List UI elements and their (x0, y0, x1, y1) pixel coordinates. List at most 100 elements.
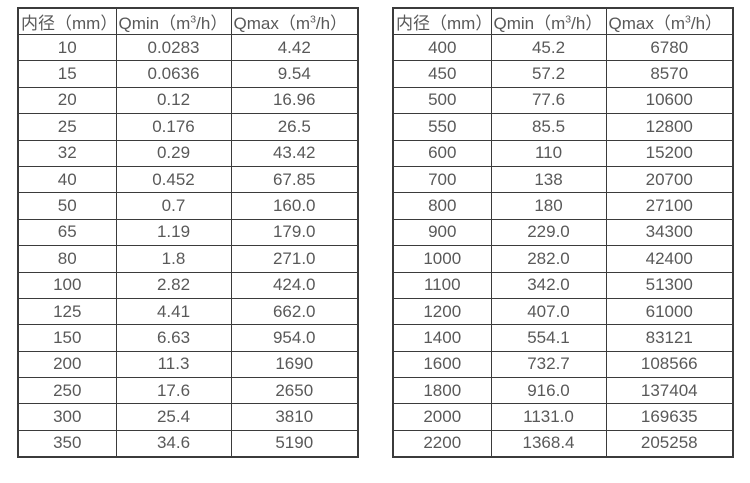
table-row: 32 0.29 43.42 (17, 139, 359, 167)
table-cell: 1400 (392, 324, 492, 352)
table-cell: 5190 (230, 429, 359, 458)
table-cell: 2.82 (115, 271, 232, 299)
table-cell: 271.0 (230, 245, 359, 273)
header-superscript: 3 (310, 13, 316, 26)
table-row: 1000 282.0 42400 (392, 245, 734, 273)
table-cell: 2650 (230, 377, 359, 405)
table-cell: 180 (490, 192, 607, 220)
table-row: 300 25.4 3810 (17, 403, 359, 431)
table-cell: 83121 (605, 324, 734, 352)
table-cell: 34300 (605, 218, 734, 247)
table-cell: 20700 (605, 165, 734, 194)
table-cell: 550 (392, 113, 492, 141)
table-cell: 34.6 (115, 429, 232, 458)
table-cell: 85.5 (490, 113, 607, 141)
table-cell: 1100 (392, 271, 492, 299)
header-cell-qmax: Qmax（m3/h） (230, 7, 359, 35)
table-cell: 700 (392, 165, 492, 194)
table-cell: 45.2 (490, 33, 607, 62)
header-superscript: 3 (190, 13, 197, 26)
header-cell-diameter: 内径（mm） (392, 7, 492, 35)
table-cell: 0.0283 (115, 33, 232, 62)
header-cell-qmin: Qmin（m3/h） (115, 7, 232, 35)
table-cell: 25 (17, 113, 117, 141)
table-cell: 138 (490, 165, 607, 194)
table-row: 100 2.82 424.0 (17, 271, 359, 299)
table-cell: 12800 (605, 113, 734, 141)
header-row: 内径（mm） Qmin（m3/h） Qmax（m3/h） (392, 7, 734, 35)
table-row: 700 138 20700 (392, 165, 734, 194)
table-row: 65 1.19 179.0 (17, 218, 359, 247)
header-cell-qmin: Qmin（m3/h） (490, 7, 607, 35)
table-row: 1400 554.1 83121 (392, 324, 734, 352)
table-cell: 6.63 (115, 324, 232, 352)
table-row: 80 1.8 271.0 (17, 245, 359, 273)
table-cell: 6780 (605, 33, 734, 62)
header-superscript: 3 (565, 13, 572, 26)
table-row: 550 85.5 12800 (392, 113, 734, 141)
table-cell: 1690 (230, 350, 359, 379)
table-cell: 1800 (392, 377, 492, 405)
table-cell: 554.1 (490, 324, 607, 352)
table-cell: 3810 (230, 403, 359, 431)
table-row: 1100 342.0 51300 (392, 271, 734, 299)
table-cell: 300 (17, 403, 117, 431)
table-cell: 25.4 (115, 403, 232, 431)
table-cell: 0.12 (115, 86, 232, 115)
table-cell: 4.42 (230, 33, 359, 62)
header-superscript: 3 (685, 13, 691, 26)
table-row: 900 229.0 34300 (392, 218, 734, 247)
table-cell: 17.6 (115, 377, 232, 405)
table-cell: 50 (17, 192, 117, 220)
table-body-large-diameters: 400 45.2 6780 450 57.2 8570 500 77.6 10600 550 85.… (392, 33, 734, 458)
table-cell: 0.7 (115, 192, 232, 220)
table-cell: 0.452 (115, 165, 232, 194)
table-cell: 732.7 (490, 350, 607, 379)
flow-table-large-diameters: 内径（mm） Qmin（m3/h） Qmax（m3/h） 400 45.2 6780… (392, 7, 734, 458)
table-row: 150 6.63 954.0 (17, 324, 359, 352)
table-row: 20 0.12 16.96 (17, 86, 359, 115)
table-cell: 1200 (392, 297, 492, 326)
table-cell: 42400 (605, 245, 734, 273)
table-row: 1200 407.0 61000 (392, 297, 734, 326)
header-label: 内径（mm） (21, 14, 116, 33)
table-row: 1800 916.0 137404 (392, 377, 734, 405)
table-row: 400 45.2 6780 (392, 33, 734, 62)
header-label: Qmax（m (608, 14, 686, 33)
flow-rate-spec-tables: 内径（mm） Qmin（m3/h） Qmax（m3/h） 10 0.0283 4.4… (17, 7, 734, 458)
table-cell: 1368.4 (490, 429, 607, 458)
table-row: 2200 1368.4 205258 (392, 429, 734, 458)
header-label-suffix: /h） (690, 14, 723, 33)
table-cell: 600 (392, 139, 492, 167)
header-label-suffix: /h） (571, 14, 603, 33)
header-cell-qmax: Qmax（m3/h） (605, 7, 734, 35)
table-row: 15 0.0636 9.54 (17, 60, 359, 88)
table-cell: 916.0 (490, 377, 607, 405)
table-row: 600 110 15200 (392, 139, 734, 167)
table-cell: 108566 (605, 350, 734, 379)
table-cell: 150 (17, 324, 117, 352)
table-row: 125 4.41 662.0 (17, 297, 359, 326)
header-label: Qmax（m (233, 14, 311, 33)
table-cell: 282.0 (490, 245, 607, 273)
header-label: Qmin（m (493, 14, 566, 33)
table-cell: 954.0 (230, 324, 359, 352)
table-cell: 27100 (605, 192, 734, 220)
table-row: 450 57.2 8570 (392, 60, 734, 88)
table-row: 500 77.6 10600 (392, 86, 734, 115)
header-label: 内径（mm） (396, 14, 491, 33)
table-cell: 57.2 (490, 60, 607, 88)
header-label-suffix: /h） (196, 14, 228, 33)
table-cell: 26.5 (230, 113, 359, 141)
table-cell: 205258 (605, 429, 734, 458)
table-cell: 80 (17, 245, 117, 273)
table-cell: 9.54 (230, 60, 359, 88)
table-cell: 67.85 (230, 165, 359, 194)
table-cell: 250 (17, 377, 117, 405)
header-label: Qmin（m (118, 14, 191, 33)
table-row: 250 17.6 2650 (17, 377, 359, 405)
table-cell: 43.42 (230, 139, 359, 167)
table-cell: 1.8 (115, 245, 232, 273)
table-cell: 51300 (605, 271, 734, 299)
table-cell: 110 (490, 139, 607, 167)
